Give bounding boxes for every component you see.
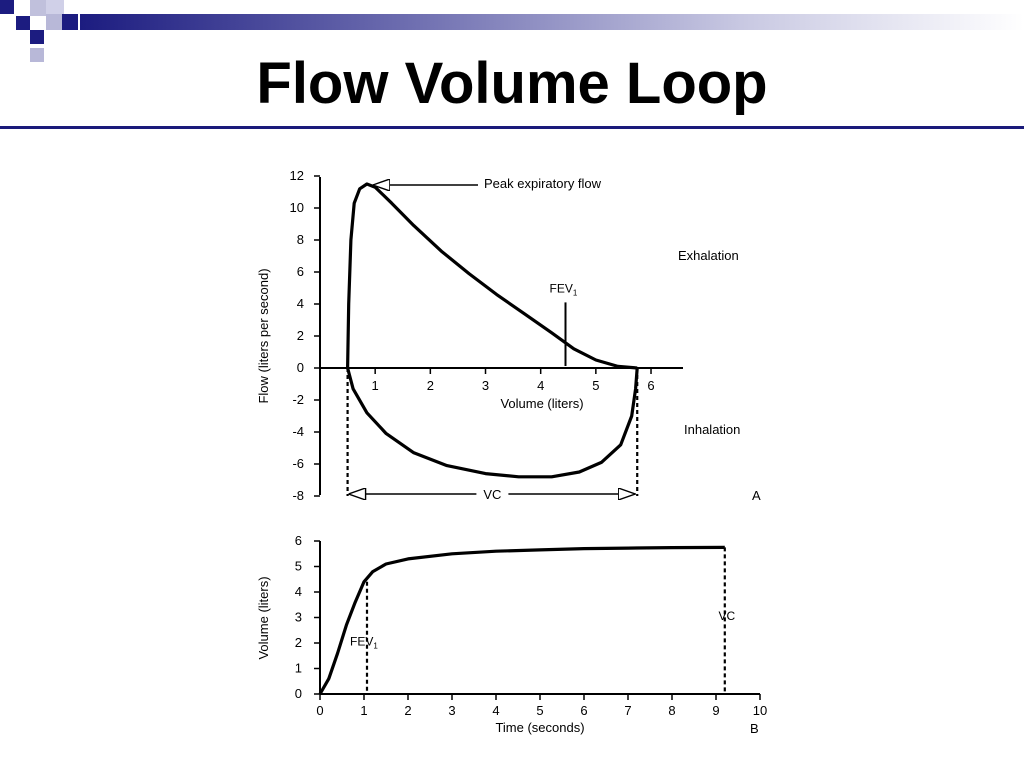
panel-a-y-tick-label: 0 <box>297 360 304 375</box>
slide-title: Flow Volume Loop <box>256 51 768 116</box>
decor-square-light-3 <box>46 14 62 30</box>
panel-b-x-tick-label: 7 <box>624 703 631 718</box>
panel-b-x-tick-label: 1 <box>360 703 367 718</box>
panel-b-y-tick-label: 2 <box>295 635 302 650</box>
panel-a-x-tick-label: 1 <box>372 378 379 393</box>
panel-a-y-tick-label: 4 <box>297 296 304 311</box>
panel-b-x-tick-label: 8 <box>668 703 675 718</box>
decor-square-dark-3 <box>30 30 44 44</box>
inhalation-curve <box>346 367 639 479</box>
exhalation-label: Exhalation <box>678 248 739 263</box>
panel-b-y-axis-label: Volume (liters) <box>256 576 271 659</box>
panel-a-y-tick-label: -6 <box>292 456 304 471</box>
decor-square-light-2 <box>46 0 64 14</box>
decor-gradient-bar <box>80 14 1024 30</box>
decor-square-dark-4 <box>62 14 78 30</box>
panel-a-x-tick-label: 3 <box>482 378 489 393</box>
panel-a-y-tick-label: 12 <box>290 170 304 183</box>
peak-flow-label: Peak expiratory flow <box>484 176 602 191</box>
panel-a-x-tick-label: 4 <box>537 378 544 393</box>
panel-b-label: B <box>750 721 759 736</box>
inhalation-label: Inhalation <box>684 422 740 437</box>
decor-square-light-4 <box>30 48 44 62</box>
panel-a-x-tick-label: 5 <box>592 378 599 393</box>
panel-b-y-tick-label: 3 <box>295 610 302 625</box>
panel-b-x-tick-label: 9 <box>712 703 719 718</box>
panel-a-y-tick-label: 6 <box>297 264 304 279</box>
panel-a-y-tick-label: 2 <box>297 328 304 343</box>
panel-b-y-tick-label: 0 <box>295 686 302 701</box>
exhalation-curve <box>346 182 638 370</box>
panel-b-x-tick-label: 6 <box>580 703 587 718</box>
panel-b-y-tick-label: 1 <box>295 661 302 676</box>
panel-a-x-tick-label: 6 <box>647 378 654 393</box>
decor-square-dark-2 <box>16 16 30 30</box>
fev1-label-panel-b: FEV1 <box>350 635 378 651</box>
panel-a-x-tick-label: 2 <box>427 378 434 393</box>
panel-b-x-tick-label: 5 <box>536 703 543 718</box>
panel-b-y-tick-label: 4 <box>295 584 302 599</box>
panel-a-x-axis-label: Volume (liters) <box>500 396 583 411</box>
volume-time-curve <box>318 545 725 695</box>
vc-label-panel-a: VC <box>483 487 501 502</box>
panel-a-y-tick-label: 8 <box>297 232 304 247</box>
panel-a-y-tick-label: -8 <box>292 488 304 503</box>
panel-b-x-axis-label: Time (seconds) <box>495 720 584 735</box>
panel-b-x-tick-label: 0 <box>316 703 323 718</box>
title-underline <box>0 126 1024 129</box>
panel-b-x-tick-label: 4 <box>492 703 499 718</box>
fev1-label: FEV1 <box>550 281 578 297</box>
panel-a-y-tick-label: -4 <box>292 424 304 439</box>
vc-label-panel-b: VC <box>718 609 735 623</box>
panel-a-y-axis-label: Flow (liters per second) <box>256 268 271 403</box>
decor-square-dark-1 <box>0 0 14 14</box>
panel-b-x-tick-label: 3 <box>448 703 455 718</box>
panel-a-y-tick-label: -2 <box>292 392 304 407</box>
panel-b-y-tick-label: 5 <box>295 559 302 574</box>
panel-b-x-tick-label: 10 <box>753 703 767 718</box>
decor-square-light-1 <box>30 0 46 16</box>
panel-a-y-tick-label: 10 <box>290 200 304 215</box>
panel-a-label: A <box>752 488 761 503</box>
panel-b-y-tick-label: 6 <box>295 533 302 548</box>
panel-b-x-tick-label: 2 <box>404 703 411 718</box>
